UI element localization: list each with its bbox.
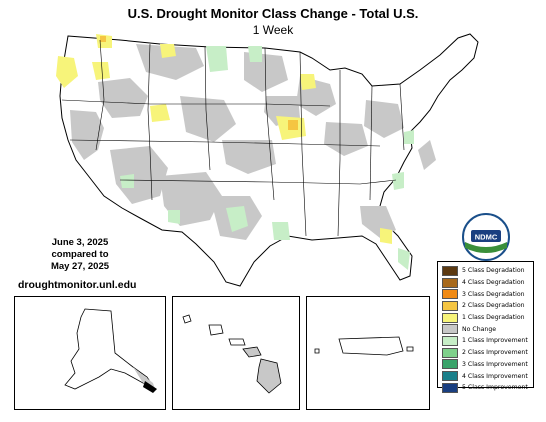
- puerto-rico-inset: [306, 296, 430, 410]
- date-current: June 3, 2025: [51, 237, 109, 248]
- alaska-map: [64, 308, 157, 393]
- legend-label: 4 Class Improvement: [462, 372, 528, 380]
- legend-swatch: [442, 289, 458, 300]
- logo-text: NDMC: [475, 233, 498, 242]
- legend-label: 1 Class Improvement: [462, 337, 528, 345]
- map-title: U.S. Drought Monitor Class Change - Tota…: [127, 6, 419, 21]
- legend: 5 Class Degradation 4 Class Degradation 3 …: [437, 261, 534, 393]
- hawaii-map: [182, 314, 282, 394]
- legend-item: 4 Class Degradation: [438, 277, 533, 289]
- legend-item: 5 Class Degradation: [438, 265, 533, 277]
- legend-label: 5 Class Improvement: [462, 384, 528, 392]
- alaska-inset: [14, 296, 166, 410]
- legend-swatch: [442, 335, 458, 346]
- date-box: June 3, 2025 compared to May 27, 2025: [40, 237, 120, 273]
- date-previous: May 27, 2025: [50, 261, 110, 272]
- legend-swatch: [442, 382, 458, 393]
- legend-label: 3 Class Improvement: [462, 360, 528, 368]
- legend-item: 3 Class Degradation: [438, 288, 533, 300]
- degradation-2-areas: [100, 36, 298, 130]
- legend-label: 3 Class Degradation: [462, 290, 525, 298]
- legend-swatch: [442, 300, 458, 311]
- legend-label: No Change: [462, 325, 497, 333]
- legend-item: 1 Class Improvement: [438, 335, 533, 347]
- legend-item: 3 Class Improvement: [438, 359, 533, 371]
- state-boundaries: [61, 39, 405, 237]
- hawaii-inset: [172, 296, 300, 410]
- legend-swatch: [442, 359, 458, 370]
- no-change-areas: [70, 44, 436, 240]
- legend-item: 2 Class Degradation: [438, 300, 533, 312]
- puerto-rico-map: [314, 336, 414, 356]
- legend-label: 5 Class Degradation: [462, 267, 525, 275]
- legend-label: 2 Class Improvement: [462, 349, 528, 357]
- legend-item: 4 Class Improvement: [438, 370, 533, 382]
- improvement-areas: [120, 46, 414, 270]
- ndmc-logo: NDMC: [462, 213, 510, 261]
- legend-label: 2 Class Degradation: [462, 302, 525, 310]
- legend-item: 5 Class Improvement: [438, 382, 533, 394]
- conus-map: [56, 33, 479, 287]
- legend-swatch: [442, 371, 458, 382]
- compared-text: compared to: [51, 249, 109, 260]
- website-link[interactable]: droughtmonitor.unl.edu: [18, 279, 137, 291]
- legend-swatch: [442, 324, 458, 335]
- map-subtitle: 1 Week: [252, 23, 294, 37]
- legend-item: 2 Class Improvement: [438, 347, 533, 359]
- legend-item: No Change: [438, 323, 533, 335]
- legend-label: 1 Class Degradation: [462, 314, 525, 322]
- legend-swatch: [442, 265, 458, 276]
- legend-swatch: [442, 277, 458, 288]
- legend-item: 1 Class Degradation: [438, 312, 533, 324]
- legend-swatch: [442, 312, 458, 323]
- legend-swatch: [442, 347, 458, 358]
- legend-label: 4 Class Degradation: [462, 279, 525, 287]
